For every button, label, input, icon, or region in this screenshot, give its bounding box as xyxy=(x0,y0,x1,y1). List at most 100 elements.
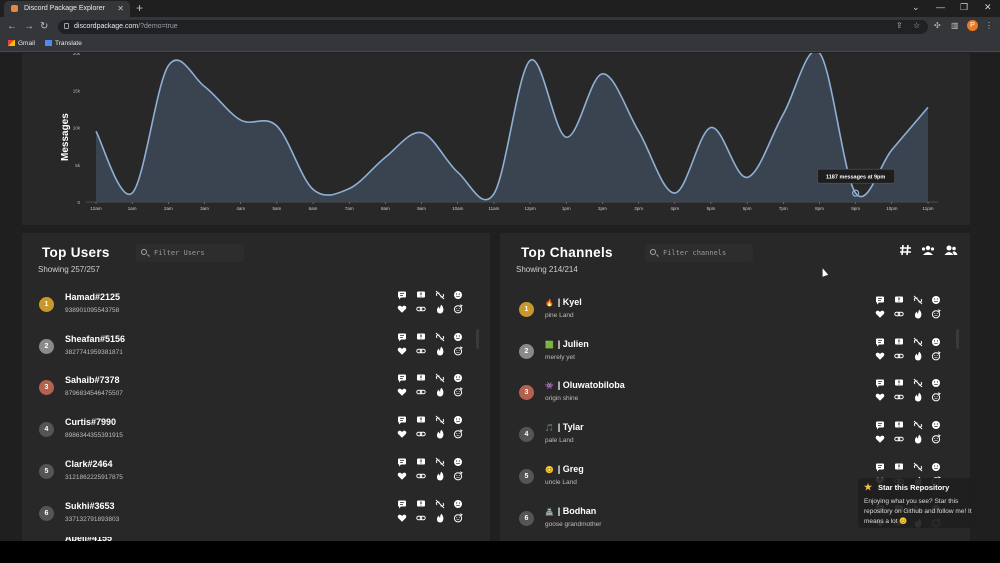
exclamation-icon[interactable] xyxy=(416,457,426,467)
data-point[interactable] xyxy=(239,118,243,122)
heart-icon[interactable] xyxy=(397,429,407,439)
side-panel-icon[interactable]: ▥ xyxy=(951,21,959,30)
heart-icon[interactable] xyxy=(397,387,407,397)
message-icon[interactable] xyxy=(875,378,885,388)
heart-icon[interactable] xyxy=(397,513,407,523)
fire-icon[interactable] xyxy=(435,304,445,314)
message-icon[interactable] xyxy=(397,290,407,300)
extensions-icon[interactable]: ✣ xyxy=(934,21,941,30)
data-point[interactable] xyxy=(130,191,134,195)
link-off-icon[interactable] xyxy=(913,337,923,347)
exclamation-icon[interactable] xyxy=(416,332,426,342)
emoji-icon[interactable] xyxy=(931,420,941,430)
group-dms-icon[interactable] xyxy=(921,244,935,256)
data-point[interactable] xyxy=(383,155,387,159)
message-icon[interactable] xyxy=(397,415,407,425)
direct-messages-icon[interactable] xyxy=(944,244,958,256)
data-point[interactable] xyxy=(600,72,604,76)
smiley-refresh-icon[interactable] xyxy=(453,429,463,439)
link-icon[interactable] xyxy=(416,304,426,314)
address-bar[interactable]: discordpackage.com/?demo=true xyxy=(58,20,928,34)
exclamation-icon[interactable] xyxy=(894,295,904,305)
data-point[interactable] xyxy=(564,135,568,139)
data-point[interactable] xyxy=(94,129,98,133)
link-off-icon[interactable] xyxy=(435,457,445,467)
fire-icon[interactable] xyxy=(913,434,923,444)
fire-icon[interactable] xyxy=(435,513,445,523)
heart-icon[interactable] xyxy=(397,471,407,481)
smiley-refresh-icon[interactable] xyxy=(931,309,941,319)
link-icon[interactable] xyxy=(416,513,426,523)
data-point[interactable] xyxy=(420,131,424,135)
channel-row[interactable]: 2 🟩 | Julien merely yet xyxy=(519,334,949,374)
data-point[interactable] xyxy=(637,129,641,133)
link-off-icon[interactable] xyxy=(435,290,445,300)
data-point[interactable] xyxy=(528,58,532,62)
emoji-icon[interactable] xyxy=(931,378,941,388)
filter-channels-input[interactable]: Filter channels xyxy=(645,244,753,262)
exclamation-icon[interactable] xyxy=(416,290,426,300)
fire-icon[interactable] xyxy=(435,471,445,481)
heart-icon[interactable] xyxy=(875,434,885,444)
text-channels-hash-icon[interactable] xyxy=(899,244,913,256)
link-off-icon[interactable] xyxy=(913,420,923,430)
message-icon[interactable] xyxy=(875,337,885,347)
users-scrollbar[interactable] xyxy=(476,329,479,349)
link-icon[interactable] xyxy=(416,471,426,481)
emoji-icon[interactable] xyxy=(453,290,463,300)
link-off-icon[interactable] xyxy=(435,332,445,342)
smiley-refresh-icon[interactable] xyxy=(453,304,463,314)
user-row[interactable]: 5 Clark#2464 3121862225917875 xyxy=(39,454,469,494)
data-point[interactable] xyxy=(311,187,315,191)
reload-icon[interactable]: ↻ xyxy=(40,21,49,32)
smiley-refresh-icon[interactable] xyxy=(931,434,941,444)
forward-icon[interactable]: → xyxy=(24,21,34,32)
heart-icon[interactable] xyxy=(875,392,885,402)
exclamation-icon[interactable] xyxy=(894,378,904,388)
data-point[interactable] xyxy=(745,175,749,179)
emoji-icon[interactable] xyxy=(931,462,941,472)
data-point[interactable] xyxy=(347,187,351,191)
bookmark-translate[interactable]: Translate xyxy=(45,40,82,47)
link-off-icon[interactable] xyxy=(435,415,445,425)
exclamation-icon[interactable] xyxy=(416,373,426,383)
link-icon[interactable] xyxy=(416,387,426,397)
emoji-icon[interactable] xyxy=(453,332,463,342)
share-icon[interactable]: ⇪ xyxy=(896,21,903,30)
data-point[interactable] xyxy=(673,191,677,195)
smiley-refresh-icon[interactable] xyxy=(453,387,463,397)
message-icon[interactable] xyxy=(875,462,885,472)
emoji-icon[interactable] xyxy=(453,499,463,509)
fire-icon[interactable] xyxy=(913,351,923,361)
new-tab-icon[interactable]: + xyxy=(136,1,144,15)
link-icon[interactable] xyxy=(894,351,904,361)
data-point[interactable] xyxy=(890,148,894,152)
message-icon[interactable] xyxy=(875,295,885,305)
fire-icon[interactable] xyxy=(435,429,445,439)
user-row[interactable]: 6 Sukhi#3653 337132791893803 xyxy=(39,496,469,536)
channels-scrollbar[interactable] xyxy=(956,329,959,349)
smiley-refresh-icon[interactable] xyxy=(453,346,463,356)
smiley-refresh-icon[interactable] xyxy=(931,351,941,361)
link-icon[interactable] xyxy=(416,346,426,356)
data-point[interactable] xyxy=(166,64,170,68)
channel-row[interactable]: 1 🔥 | Kyel pine Land xyxy=(519,292,949,332)
heart-icon[interactable] xyxy=(875,351,885,361)
data-point[interactable] xyxy=(456,170,460,174)
link-off-icon[interactable] xyxy=(913,295,923,305)
smiley-refresh-icon[interactable] xyxy=(453,471,463,481)
heart-icon[interactable] xyxy=(397,346,407,356)
link-off-icon[interactable] xyxy=(435,373,445,383)
emoji-icon[interactable] xyxy=(453,457,463,467)
data-point[interactable] xyxy=(203,85,207,89)
heart-icon[interactable] xyxy=(875,309,885,319)
data-point[interactable] xyxy=(854,191,858,195)
maximize-icon[interactable]: ❐ xyxy=(960,2,969,12)
fire-icon[interactable] xyxy=(913,392,923,402)
exclamation-icon[interactable] xyxy=(894,337,904,347)
fire-icon[interactable] xyxy=(435,387,445,397)
message-icon[interactable] xyxy=(875,420,885,430)
exclamation-icon[interactable] xyxy=(894,420,904,430)
data-point[interactable] xyxy=(926,105,930,109)
exclamation-icon[interactable] xyxy=(894,462,904,472)
